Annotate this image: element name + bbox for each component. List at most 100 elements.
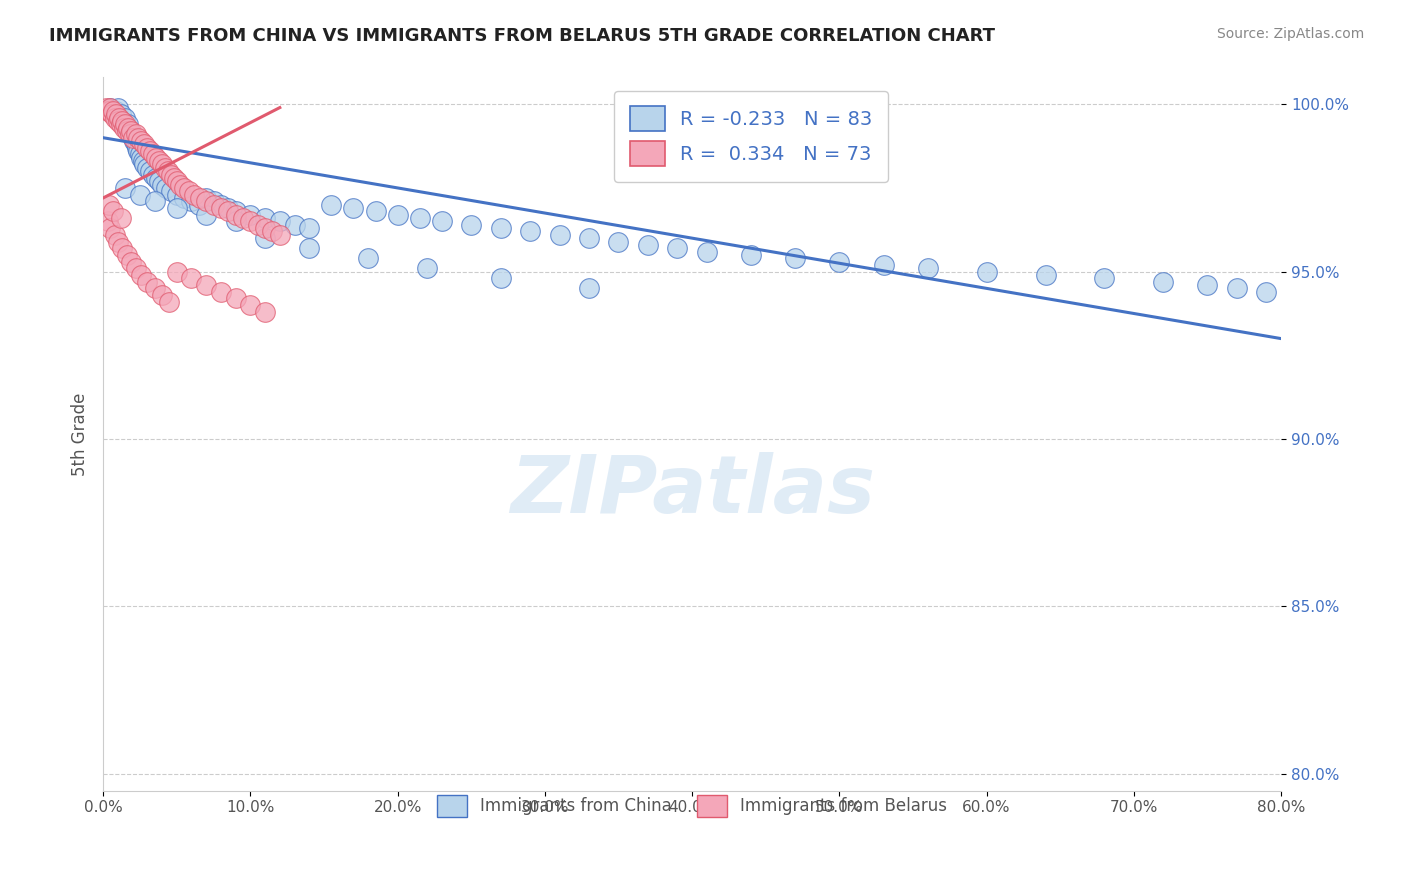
Point (131, 268, 153, 282)
Point (120, 124, 142, 138)
Point (94, 101, 117, 115)
Point (1092, 271, 1115, 285)
Point (100, 101, 122, 115)
Point (150, 157, 173, 171)
Point (202, 197, 225, 211)
Point (342, 201, 364, 215)
Point (209, 285, 232, 299)
Point (217, 204, 239, 219)
Point (173, 191, 195, 205)
Point (112, 120, 135, 135)
Point (145, 151, 167, 165)
Point (148, 154, 170, 169)
Point (254, 221, 277, 235)
Point (155, 181, 177, 195)
Point (129, 187, 152, 202)
Point (180, 271, 202, 285)
Point (105, 103, 128, 118)
Point (872, 258, 894, 272)
Point (607, 235, 630, 249)
Point (153, 161, 176, 175)
Point (110, 117, 132, 131)
Point (195, 208, 218, 222)
Point (917, 261, 939, 276)
Point (225, 208, 247, 222)
Point (239, 208, 262, 222)
Point (118, 128, 141, 142)
Point (103, 204, 125, 219)
Point (156, 164, 179, 178)
Point (124, 137, 146, 152)
Point (132, 154, 155, 169)
Point (364, 204, 387, 219)
Point (100, 101, 122, 115)
Point (785, 252, 807, 266)
Point (136, 161, 159, 175)
Point (387, 208, 409, 222)
Point (139, 144, 162, 158)
Point (166, 187, 188, 202)
Point (460, 218, 482, 232)
Point (225, 292, 247, 306)
Point (103, 103, 125, 118)
Point (98, 197, 121, 211)
Point (125, 141, 148, 155)
Point (108, 111, 131, 125)
Point (1152, 275, 1174, 289)
Point (107, 101, 129, 115)
Point (169, 178, 191, 192)
Point (254, 211, 277, 225)
Point (142, 168, 165, 182)
Text: IMMIGRANTS FROM CHINA VS IMMIGRANTS FROM BELARUS 5TH GRADE CORRELATION CHART: IMMIGRANTS FROM CHINA VS IMMIGRANTS FROM… (49, 27, 995, 45)
Point (114, 117, 136, 131)
Point (269, 227, 291, 242)
Point (131, 134, 153, 148)
Point (96, 214, 118, 228)
Point (160, 168, 183, 182)
Point (104, 227, 127, 242)
Point (548, 227, 571, 242)
Point (108, 111, 131, 125)
Point (166, 201, 188, 215)
Point (195, 278, 218, 293)
Point (519, 224, 541, 238)
Point (148, 174, 170, 188)
Point (188, 191, 211, 205)
Point (183, 187, 205, 202)
Point (124, 128, 146, 142)
Point (107, 114, 129, 128)
Point (115, 120, 138, 135)
Point (127, 130, 149, 145)
Point (103, 103, 125, 118)
Point (129, 147, 152, 161)
Point (1197, 278, 1219, 293)
Text: ZIPatlas: ZIPatlas (509, 452, 875, 530)
Point (122, 134, 145, 148)
Point (489, 271, 512, 285)
Point (150, 178, 173, 192)
Point (666, 241, 689, 255)
Point (321, 197, 343, 211)
Point (160, 184, 183, 198)
Point (96, 103, 118, 118)
Point (117, 117, 139, 131)
Point (111, 114, 134, 128)
Point (112, 117, 135, 131)
Point (134, 137, 156, 152)
Point (409, 211, 432, 225)
Point (134, 157, 156, 171)
Point (127, 144, 149, 158)
Point (110, 211, 132, 225)
Point (173, 181, 195, 195)
Point (209, 197, 232, 211)
Point (217, 201, 239, 215)
Point (1256, 285, 1278, 299)
Point (98, 103, 121, 118)
Point (115, 248, 138, 262)
Point (104, 107, 127, 121)
Point (578, 231, 600, 245)
Point (166, 265, 188, 279)
Point (262, 224, 284, 238)
Point (254, 231, 277, 245)
Point (195, 191, 218, 205)
